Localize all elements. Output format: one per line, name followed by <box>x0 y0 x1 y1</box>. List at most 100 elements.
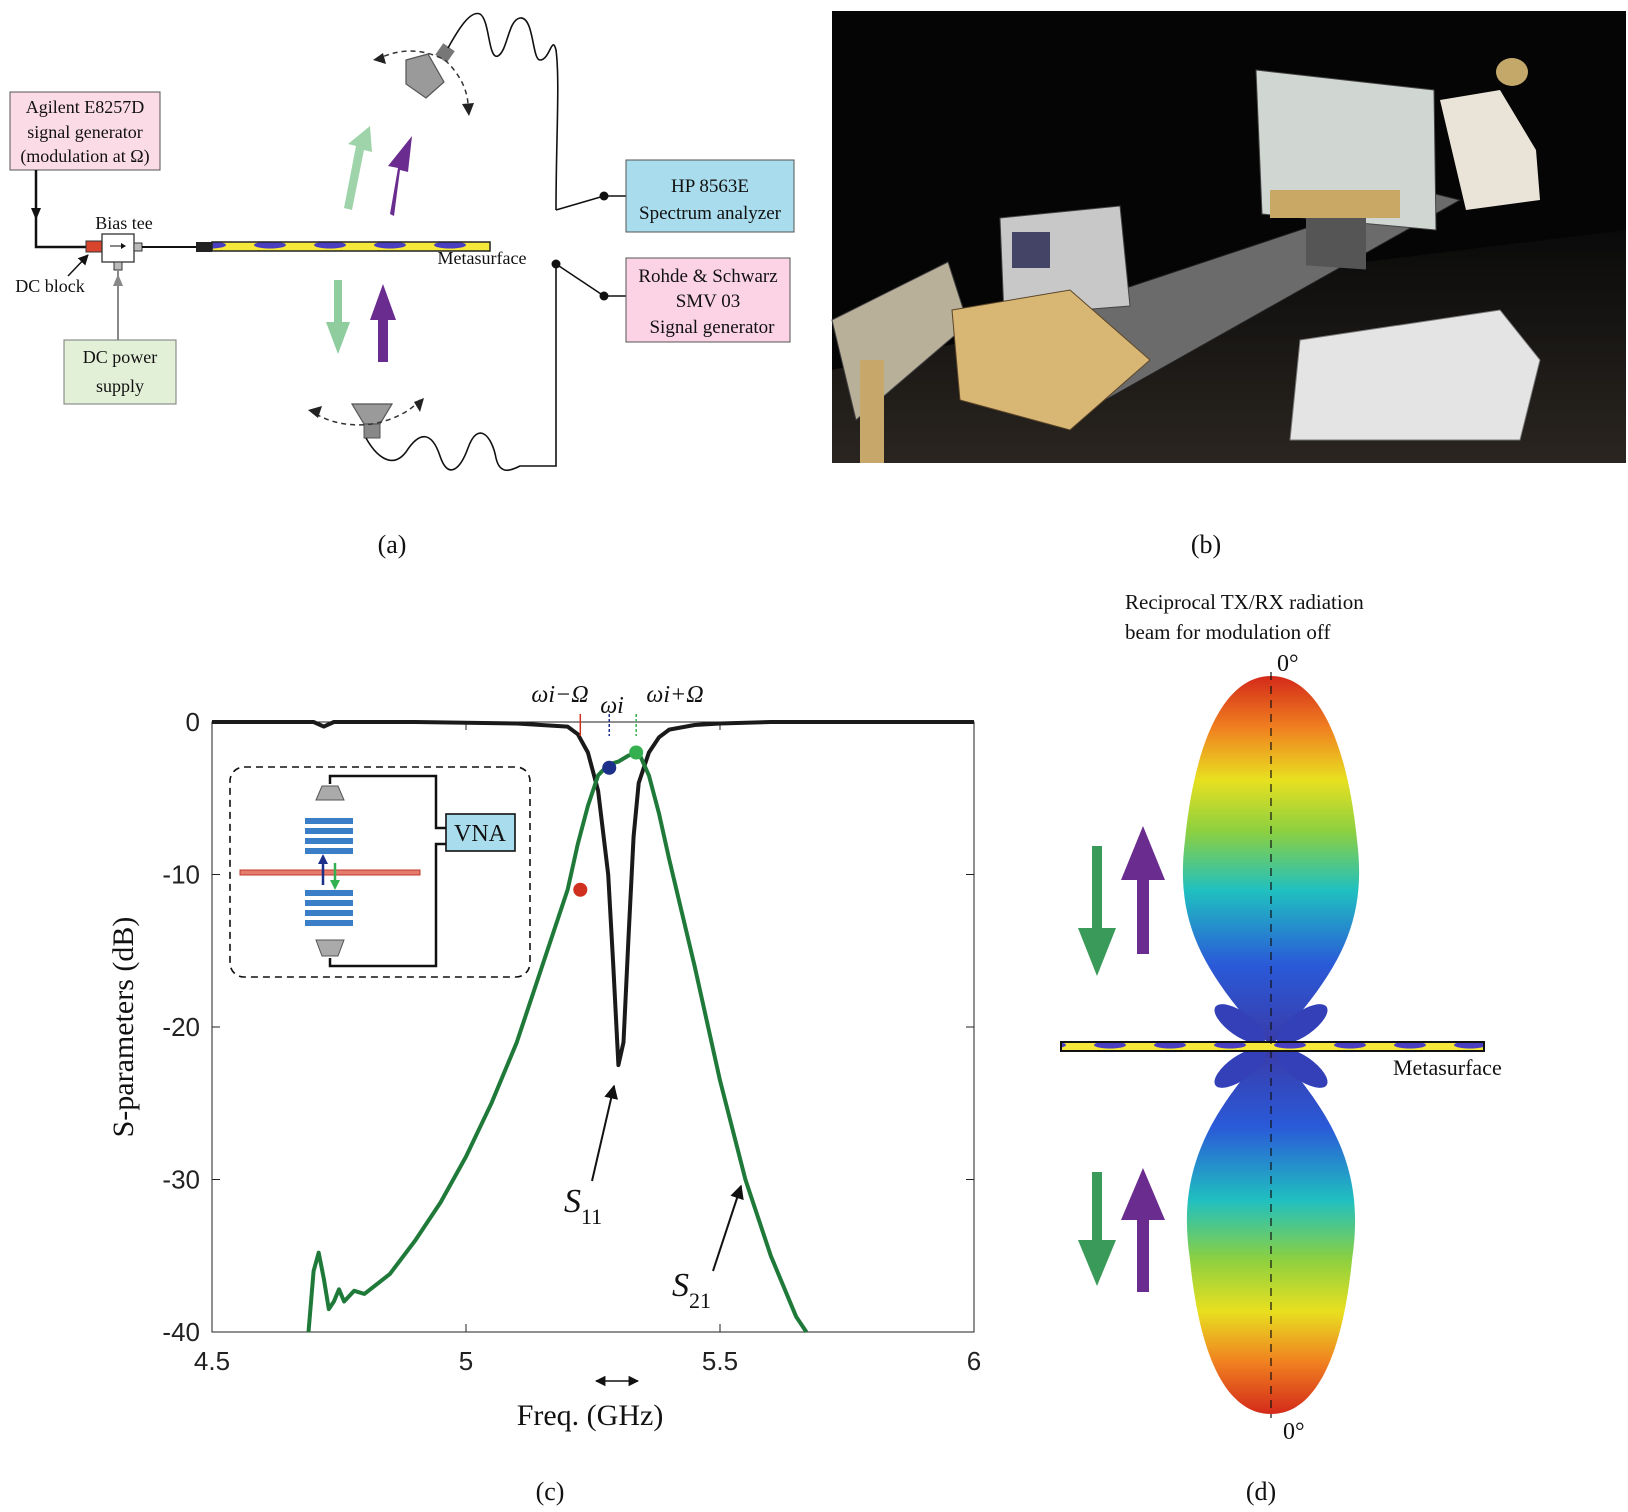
inset-wire-top <box>328 774 446 830</box>
panel-label-c: (c) <box>536 1477 565 1506</box>
rs-generator-box <box>625 257 791 343</box>
green-arrow-d-lower-icon <box>1078 1172 1116 1286</box>
panel-label-b: (b) <box>1191 530 1221 559</box>
agilent-cable-arrow <box>31 208 41 220</box>
top-scan-dashed-arc <box>375 50 469 113</box>
photo-right-instrument <box>1289 309 1541 441</box>
y-axis-label: S-parameters (dB) <box>107 917 140 1138</box>
side-lobe-ur <box>1276 1004 1328 1044</box>
side-lobe-ul <box>1214 1004 1266 1044</box>
pattern-title-line-1: Reciprocal TX/RX radiation <box>1125 590 1364 614</box>
inset-horn-bottom-icon <box>315 939 345 957</box>
bias-tee-label: Bias tee <box>95 213 152 233</box>
angle-top-label: 0° <box>1277 651 1299 677</box>
panel-a-setup: Agilent E8257D signal generator (modulat… <box>9 12 795 472</box>
bottom-scan-arrow-left <box>308 406 322 418</box>
dc-supply-cable-arrow <box>113 274 123 286</box>
angle-bottom-label: 0° <box>1283 1419 1305 1445</box>
chart-markers <box>573 714 644 897</box>
series-s21-line <box>306 750 809 1334</box>
switch-bottom <box>555 263 605 297</box>
photo-right-stand <box>1440 90 1540 210</box>
purple-arrow-lower-icon <box>370 284 396 362</box>
x-tick-label: 5 <box>459 1346 473 1376</box>
inset-wire-bottom <box>328 842 446 968</box>
dc-block-label: DC block <box>15 276 85 296</box>
panel-b-photo <box>831 11 1626 463</box>
dc-supply-line-2: supply <box>96 376 144 396</box>
x-tick-label: 6 <box>967 1346 981 1376</box>
x-tick-label: 5.5 <box>702 1346 738 1376</box>
photo-instrument-screen <box>1012 232 1050 268</box>
dc-block <box>85 240 103 253</box>
s11-label: S11 <box>564 1183 602 1229</box>
agilent-line-1: Agilent E8257D <box>26 97 145 117</box>
inset-diagram: VNA <box>229 766 531 978</box>
x-tick-label: 4.5 <box>194 1346 230 1376</box>
side-lobe-ll <box>1214 1048 1266 1088</box>
data-marker-1 <box>602 760 617 775</box>
annot-wi-plus-omega: ωi+Ω <box>646 682 703 708</box>
inset-vna-label: VNA <box>454 821 507 847</box>
rs-line-3: Signal generator <box>649 317 775 338</box>
inset-layers-top <box>305 818 353 854</box>
s21-label-main: S <box>672 1267 689 1304</box>
rs-line-2: SMV 03 <box>676 291 741 312</box>
switch-top <box>555 195 605 211</box>
y-tick-label: -20 <box>162 1012 200 1042</box>
connector <box>196 242 212 252</box>
metasurface-label: Metasurface <box>438 248 527 268</box>
photo-wood-block <box>951 289 1151 431</box>
purple-arrow-d-upper-icon <box>1121 826 1165 954</box>
switch-bottom-node <box>551 259 561 269</box>
top-scan-arrow-left <box>373 53 386 64</box>
rs-line-1: Rohde & Schwarz <box>638 266 777 287</box>
purple-arrow-d-lower-icon <box>1121 1168 1165 1292</box>
inset-horn-top-icon <box>315 785 345 801</box>
bottom-scan-dashed-arc <box>315 399 421 426</box>
agilent-cable <box>34 170 88 249</box>
horn-antenna-bottom-icon <box>350 403 394 439</box>
bias-tee <box>101 233 143 271</box>
agilent-line-3: (modulation at Ω) <box>20 146 149 167</box>
y-tick-label: 0 <box>186 707 200 737</box>
metasurface-strip <box>211 241 491 252</box>
inset-blue-arrowhead <box>318 854 328 864</box>
y-tick-label: -10 <box>162 860 200 890</box>
inset-green-arrowhead <box>330 880 340 890</box>
data-marker-0 <box>573 882 588 897</box>
top-horn-cable <box>447 12 559 211</box>
green-arrow-d-upper-icon <box>1078 846 1116 976</box>
agilent-line-2: signal generator <box>27 122 142 142</box>
horn-antenna-top-icon <box>405 43 455 99</box>
annot-wi-minus-omega: ωi−Ω <box>531 682 588 708</box>
dc-supply-line-1: DC power <box>83 347 158 367</box>
photo-mount <box>1270 190 1400 218</box>
data-marker-2 <box>629 745 644 760</box>
hp-line-2: Spectrum analyzer <box>639 203 782 224</box>
photo-metasurface-patch <box>1306 211 1366 270</box>
hp-analyzer-box <box>625 159 795 233</box>
panel-label-d: (d) <box>1246 1477 1276 1506</box>
panel-label-a: (a) <box>378 530 407 559</box>
inset-vna-box <box>445 813 516 852</box>
y-tick-label: -40 <box>162 1317 200 1347</box>
inset-layers-bottom <box>305 890 353 926</box>
green-arrow-lower-icon <box>326 280 350 354</box>
purple-arrow-upper-icon <box>388 136 412 216</box>
dc-supply-box <box>63 339 177 405</box>
panel-d-pattern: Reciprocal TX/RX radiation beam for modu… <box>1060 590 1502 1445</box>
pattern-metasurface-label: Metasurface <box>1393 1055 1502 1080</box>
s11-label-main: S <box>564 1183 581 1220</box>
top-scan-arrow-right <box>462 103 474 116</box>
pattern-metasurface-strip <box>1060 1041 1485 1052</box>
photo-right-horn <box>1496 58 1528 86</box>
series-s11-line <box>212 720 974 1068</box>
s11-label-sub: 11 <box>581 1204 602 1229</box>
s21-label-sub: 21 <box>689 1288 711 1313</box>
s21-pointer <box>712 1184 744 1272</box>
chart-curves <box>212 720 974 1334</box>
bottom-scan-arrow-right <box>414 398 424 412</box>
inset-metasurface <box>239 869 421 876</box>
